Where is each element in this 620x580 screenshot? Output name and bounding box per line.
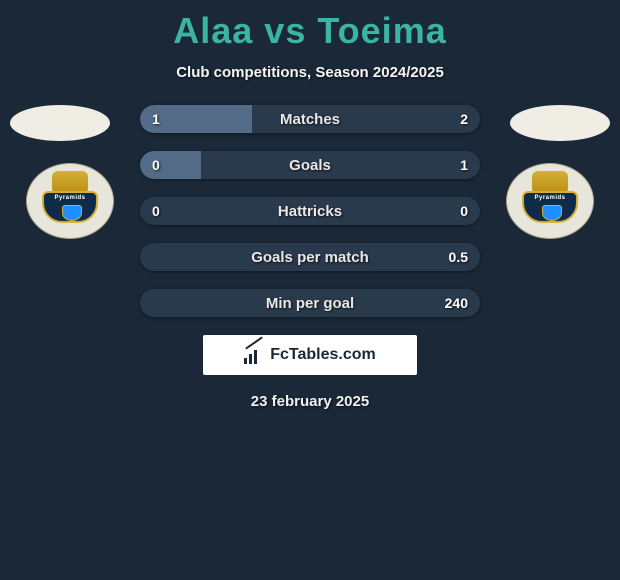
- stat-value-left: 0: [152, 203, 160, 219]
- brand-chart-icon: [244, 346, 264, 364]
- stat-label: Goals per match: [140, 249, 480, 266]
- stats-list: 1Matches20Goals10Hattricks0Goals per mat…: [140, 105, 480, 317]
- stat-label: Goals: [140, 157, 480, 174]
- stat-row: Min per goal240: [140, 289, 480, 317]
- comparison-panel: Pyramids Pyramids 1Matches20Goals10Hattr…: [0, 105, 620, 317]
- stat-row: 1Matches2: [140, 105, 480, 133]
- stat-value-right: 2: [460, 111, 468, 127]
- club-badge-left: Pyramids: [20, 163, 120, 239]
- stat-value-right: 0.5: [449, 249, 468, 265]
- club-name-right: Pyramids: [524, 195, 576, 201]
- stat-value-right: 240: [445, 295, 468, 311]
- pyramids-logo-icon: Pyramids: [506, 163, 594, 239]
- page-title: Alaa vs Toeima: [0, 0, 620, 52]
- stat-row: Goals per match0.5: [140, 243, 480, 271]
- stat-value-left: 0: [152, 157, 160, 173]
- stat-label: Min per goal: [140, 295, 480, 312]
- club-name-left: Pyramids: [44, 195, 96, 201]
- brand-box[interactable]: FcTables.com: [203, 335, 417, 375]
- stat-row: 0Goals1: [140, 151, 480, 179]
- stat-label: Matches: [140, 111, 480, 128]
- brand-text: FcTables.com: [270, 346, 376, 364]
- stat-row: 0Hattricks0: [140, 197, 480, 225]
- player-right-avatar: [510, 105, 610, 141]
- player-left-avatar: [10, 105, 110, 141]
- stat-value-right: 0: [460, 203, 468, 219]
- club-badge-right: Pyramids: [500, 163, 600, 239]
- stat-label: Hattricks: [140, 203, 480, 220]
- subtitle: Club competitions, Season 2024/2025: [0, 64, 620, 81]
- stat-value-left: 1: [152, 111, 160, 127]
- footer-date: 23 february 2025: [0, 393, 620, 410]
- stat-value-right: 1: [460, 157, 468, 173]
- pyramids-logo-icon: Pyramids: [26, 163, 114, 239]
